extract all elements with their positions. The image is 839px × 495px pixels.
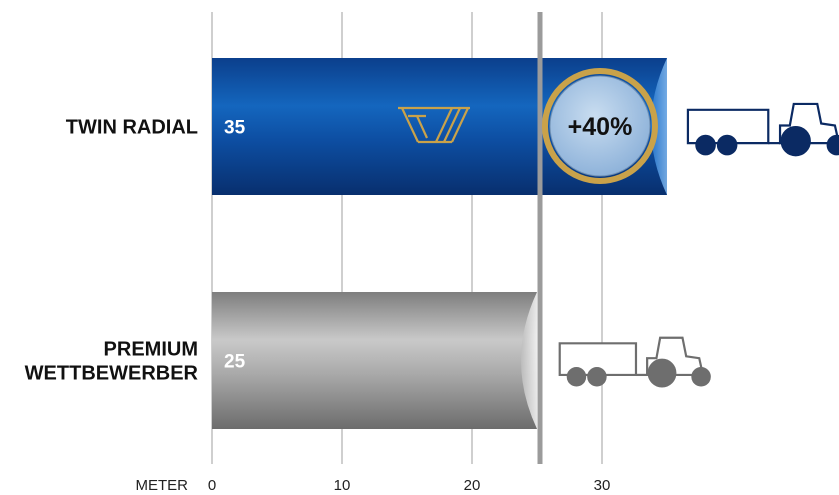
bar-end-cap-1 <box>521 292 537 429</box>
percentage-badge: +40% <box>542 68 658 184</box>
x-axis-label: METER <box>136 477 189 494</box>
value-label-0: 35 <box>224 118 246 139</box>
bar-end-cap-0 <box>651 58 667 195</box>
badge-label: +40% <box>568 113 633 141</box>
x-tick-label-30: 30 <box>594 477 611 494</box>
x-tick-label-0: 0 <box>208 477 216 494</box>
value-label-1: 25 <box>224 352 246 373</box>
bar-premium-wettbewerber <box>212 292 537 429</box>
category-label-0: TWIN RADIAL <box>66 117 198 139</box>
tractor-trailer-icon-twin-radial <box>686 102 839 157</box>
badge-ring <box>542 68 658 184</box>
badge-disc <box>549 75 651 177</box>
tractor-trailer-icon-competitor <box>558 336 711 388</box>
brand-logo-icon <box>398 106 470 144</box>
category-label-1: PREMIUM WETTBEWERBER <box>25 339 199 385</box>
x-tick-label-20: 20 <box>464 477 481 494</box>
x-tick-label-10: 10 <box>334 477 351 494</box>
